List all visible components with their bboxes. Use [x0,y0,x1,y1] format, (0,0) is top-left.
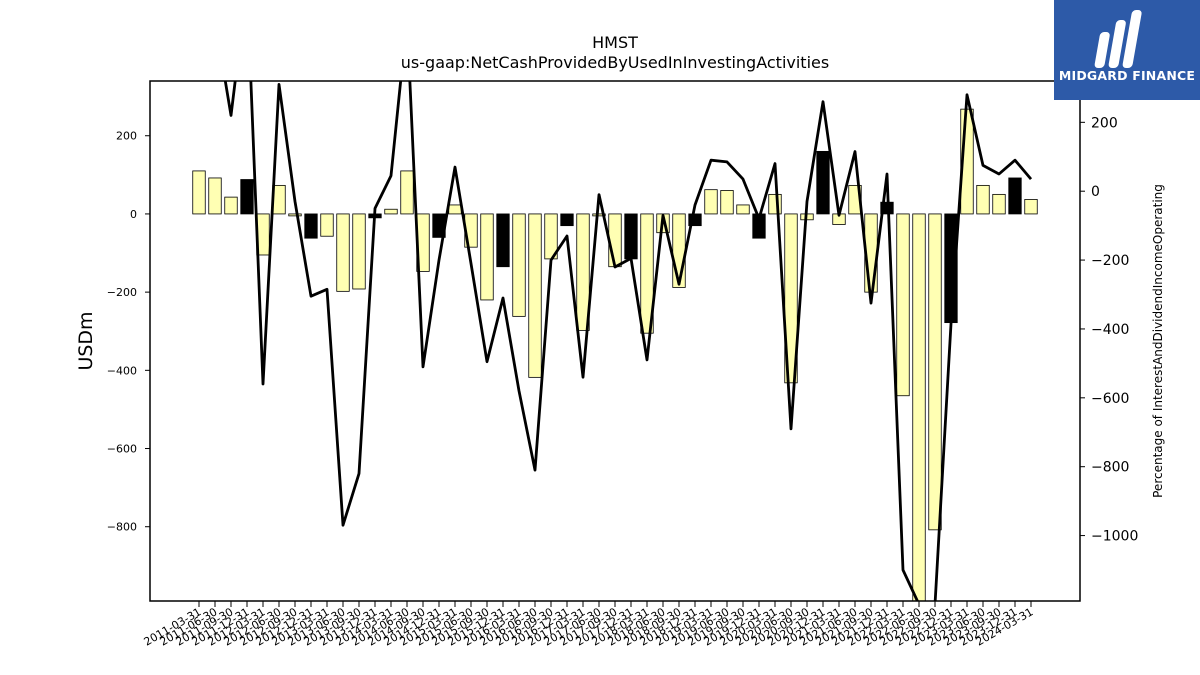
y2-axis-label: Percentage of InterestAndDividendIncomeO… [1151,184,1165,498]
bar-2014-06-30 [400,170,414,215]
bar-2011-03-31 [192,170,206,215]
y2-tick-label: 0 [1091,184,1100,200]
midgard-finance-logo: MIDGARD FINANCE [1054,0,1200,100]
bar-2018-09-30 [672,213,686,288]
bar-2013-03-31 [320,213,334,237]
logo-text: MIDGARD FINANCE [1058,68,1196,83]
y-tick-label: −600 [107,443,137,456]
bar-2015-12-31 [496,213,510,268]
y2-tick-label: −400 [1091,322,1129,338]
bar-2017-09-30 [608,213,622,268]
y-tick-label: −400 [107,364,137,377]
bar-2013-09-30 [352,213,366,290]
y2-tick-label: −200 [1091,253,1129,269]
y-tick-label: 200 [116,130,137,143]
y2-tick-label: 200 [1091,115,1118,131]
bar-2024-03-31 [1024,199,1038,215]
bar-2022-06-30 [912,213,926,601]
bar-2017-03-31 [576,213,590,331]
axes-group: 200 0 −200 −400 −600 −800 200 0 −200 −400 −600 −800… [107,80,1138,649]
y-tick-label: 0 [130,208,137,221]
bar-2015-09-30 [480,213,494,301]
bar-2020-12-31 [816,150,830,215]
bar-2019-03-31 [704,189,718,215]
bar-2018-12-31 [688,213,702,227]
bar-2019-06-30 [720,190,734,215]
bar-2012-12-31 [304,213,318,239]
y-tick-label: −200 [107,286,137,299]
logo-mark-icon [1054,0,1200,100]
bar-2023-06-30 [976,184,990,215]
chart-subtitle: us-gaap:NetCashProvidedByUsedInInvesting… [401,53,829,72]
bar-2020-03-31 [768,193,782,215]
bar-2017-06-30 [592,213,606,217]
bar-2016-12-31 [560,213,574,227]
bar-2019-09-30 [736,204,750,215]
bar-2022-03-31 [896,213,910,397]
bar-2012-09-30 [288,213,302,217]
y-axis-label: USDm [75,311,97,370]
y2-tick-label: −800 [1091,460,1129,476]
y2-tick-label: −600 [1091,391,1129,407]
bar-2020-06-30 [784,213,798,384]
bar-2014-03-31 [384,208,398,215]
chart-title: HMST [592,33,638,52]
bar-2011-06-30 [208,177,222,215]
bar-2017-12-31 [624,213,638,260]
bar-2013-06-30 [336,213,350,292]
bar-2011-12-31 [240,179,254,215]
y-tick-label: −800 [107,521,137,534]
bar-2016-06-30 [528,213,542,378]
series-line [223,81,1033,601]
bar-2023-09-30 [992,193,1006,215]
bar-2022-09-30 [928,213,942,531]
bar-2011-09-30 [224,196,238,215]
y2-tick-label: −1000 [1091,529,1138,545]
bar-2016-03-31 [512,213,526,317]
bar-2018-03-31 [640,213,654,334]
bar-2023-12-31 [1008,177,1022,215]
bar-2015-03-31 [448,204,462,215]
bars-group [192,108,1038,601]
line-group [223,81,1033,601]
